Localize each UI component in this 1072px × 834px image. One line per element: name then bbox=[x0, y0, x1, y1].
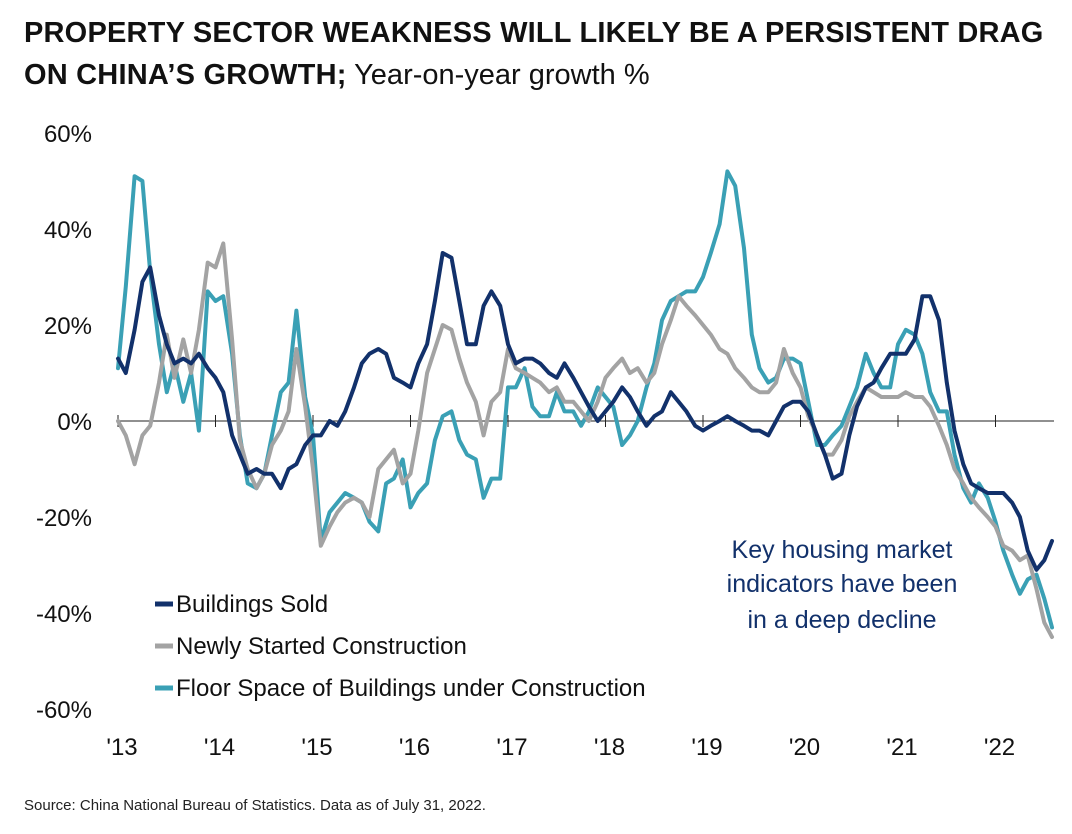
annotation-line: Key housing market bbox=[732, 536, 953, 564]
y-tick-label: 0% bbox=[57, 409, 92, 436]
x-tick-label: '13 bbox=[106, 734, 137, 761]
source-note: Source: China National Bureau of Statist… bbox=[24, 797, 486, 814]
x-tick-label: '19 bbox=[691, 734, 722, 761]
series-layer bbox=[116, 169, 1054, 639]
annotation-line: indicators have been bbox=[727, 570, 958, 598]
y-tick-label: 60% bbox=[44, 121, 92, 148]
y-tick-label: -40% bbox=[36, 601, 92, 628]
x-tick-label: '18 bbox=[594, 734, 625, 761]
annotation-line: in a deep decline bbox=[747, 606, 936, 634]
y-tick-label: 40% bbox=[44, 217, 92, 244]
legend-label: Floor Space of Buildings under Construct… bbox=[176, 675, 646, 702]
x-tick-label: '15 bbox=[301, 734, 332, 761]
y-tick-label: -60% bbox=[36, 697, 92, 724]
annotation: Key housing market indicators have been in… bbox=[727, 536, 958, 634]
y-tick-label: -20% bbox=[36, 505, 92, 532]
x-tick-label: '16 bbox=[399, 734, 430, 761]
chart-axes: 60% 40% 20% 0% -20% -40% -60% '13 '14 '15 '16 '17 '1… bbox=[36, 121, 1054, 761]
x-tick-label: '22 bbox=[984, 734, 1015, 761]
chart-title-bold: PROPERTY SECTOR WEAKNESS WILL LIKELY BE … bbox=[24, 17, 1044, 91]
series-line-newly-started bbox=[116, 241, 1054, 639]
legend: Buildings Sold Newly Started Construction… bbox=[155, 591, 646, 702]
y-tick-label: 20% bbox=[44, 313, 92, 340]
chart-title-subtitle: Year-on-year growth % bbox=[346, 59, 650, 91]
legend-label: Newly Started Construction bbox=[176, 633, 467, 660]
legend-label: Buildings Sold bbox=[176, 591, 328, 618]
chart-title: PROPERTY SECTOR WEAKNESS WILL LIKELY BE … bbox=[24, 12, 1054, 96]
x-tick-label: '14 bbox=[204, 734, 235, 761]
series-line-buildings-sold bbox=[116, 251, 1054, 572]
x-tick-label: '21 bbox=[886, 734, 917, 761]
x-tick-label: '20 bbox=[789, 734, 820, 761]
x-tick-label: '17 bbox=[496, 734, 527, 761]
